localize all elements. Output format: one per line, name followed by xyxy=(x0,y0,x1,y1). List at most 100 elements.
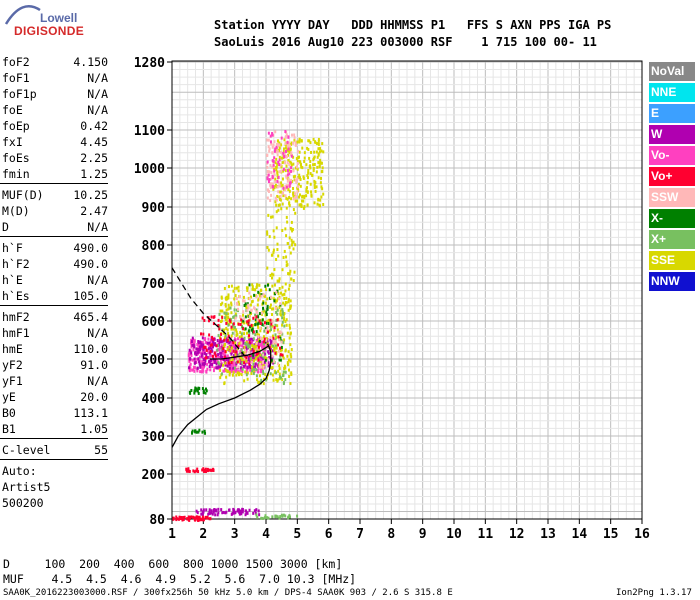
echo-point xyxy=(277,362,280,366)
echo-point xyxy=(318,203,321,207)
echo-point xyxy=(232,511,235,515)
echo-point xyxy=(307,139,310,143)
x-tick-label: 13 xyxy=(540,527,556,542)
echo-point xyxy=(285,260,288,264)
echo-point xyxy=(315,185,318,189)
legend-item-vo-: Vo- xyxy=(649,146,695,165)
echo-point xyxy=(275,371,278,375)
echo-point xyxy=(197,340,200,344)
echo-point xyxy=(273,140,276,144)
echo-point xyxy=(269,140,272,144)
echo-point xyxy=(315,150,318,154)
echo-point xyxy=(243,345,246,349)
echo-point xyxy=(238,371,241,375)
echo-point xyxy=(291,179,294,183)
echo-point xyxy=(254,353,257,357)
echo-point xyxy=(217,511,220,515)
echo-point xyxy=(252,347,255,351)
echo-point xyxy=(188,364,191,368)
plot-frame xyxy=(171,60,643,520)
echo-point xyxy=(256,370,259,374)
param-row: yF1 N/A xyxy=(0,373,108,389)
echo-point xyxy=(245,343,248,347)
echo-point xyxy=(281,312,284,316)
echo-point xyxy=(255,330,258,334)
echo-point xyxy=(284,135,287,139)
echo-point xyxy=(192,515,195,519)
echo-point xyxy=(234,294,237,298)
echo-point xyxy=(286,331,289,335)
param-value: N/A xyxy=(87,87,108,101)
echo-point xyxy=(234,312,237,316)
echo-point xyxy=(244,513,247,517)
echo-point xyxy=(260,343,263,347)
echo-point xyxy=(266,346,269,350)
echo-point xyxy=(284,320,287,324)
echo-point xyxy=(267,351,270,355)
y-tick-label: 200 xyxy=(142,468,166,483)
echo-point xyxy=(269,198,272,202)
echo-point xyxy=(309,159,312,163)
param-value: 1.05 xyxy=(80,422,108,436)
echo-point xyxy=(246,320,249,324)
echo-point xyxy=(267,138,270,142)
echo-point xyxy=(243,321,246,325)
echo-point xyxy=(240,318,243,322)
echo-point xyxy=(256,324,259,328)
echo-point xyxy=(284,303,287,307)
echo-point xyxy=(207,343,210,347)
echo-point xyxy=(275,203,278,207)
echo-point xyxy=(205,356,208,360)
echo-point xyxy=(199,346,202,350)
echo-point xyxy=(278,158,281,162)
echo-point xyxy=(244,363,247,367)
echo-point xyxy=(224,316,227,320)
echo-point xyxy=(260,516,263,520)
echo-point xyxy=(241,361,244,365)
echo-point xyxy=(244,370,247,374)
echo-point xyxy=(204,345,207,349)
echo-point xyxy=(277,160,280,164)
echo-point xyxy=(282,370,285,374)
param-name: B0 xyxy=(2,406,16,420)
echo-point xyxy=(292,194,295,198)
echo-point xyxy=(317,198,320,202)
echo-point xyxy=(210,511,213,515)
echo-point xyxy=(272,229,275,233)
echo-point xyxy=(260,365,263,369)
echo-point xyxy=(233,369,236,373)
echo-point xyxy=(202,362,205,366)
echo-point xyxy=(256,303,259,307)
echo-point xyxy=(282,513,285,517)
echo-point xyxy=(274,333,277,337)
echo-point xyxy=(179,516,182,520)
echo-point xyxy=(250,337,253,341)
param-name: h`E xyxy=(2,273,23,287)
echo-point xyxy=(296,199,299,203)
echo-point xyxy=(276,328,279,332)
echo-point xyxy=(224,304,227,308)
echo-point xyxy=(251,285,254,289)
echo-point xyxy=(280,165,283,169)
echo-point xyxy=(297,156,300,160)
param-value: 2.25 xyxy=(80,151,108,165)
echo-point xyxy=(281,183,284,187)
echo-point xyxy=(198,360,201,364)
echo-point xyxy=(242,338,245,342)
echo-point xyxy=(269,134,272,138)
echo-point xyxy=(318,150,321,154)
echo-point xyxy=(245,341,248,345)
echo-point xyxy=(186,517,189,521)
echo-point xyxy=(232,315,235,319)
echo-point xyxy=(239,353,242,357)
echo-point xyxy=(279,336,282,340)
echo-point xyxy=(193,361,196,365)
echo-point xyxy=(313,185,316,189)
echo-point xyxy=(215,360,218,364)
echo-point xyxy=(264,327,267,331)
echo-point xyxy=(230,325,233,329)
echo-point xyxy=(268,288,271,292)
echo-point xyxy=(235,330,238,334)
echo-point xyxy=(223,353,226,357)
param-row: foF1 N/A xyxy=(0,70,108,86)
